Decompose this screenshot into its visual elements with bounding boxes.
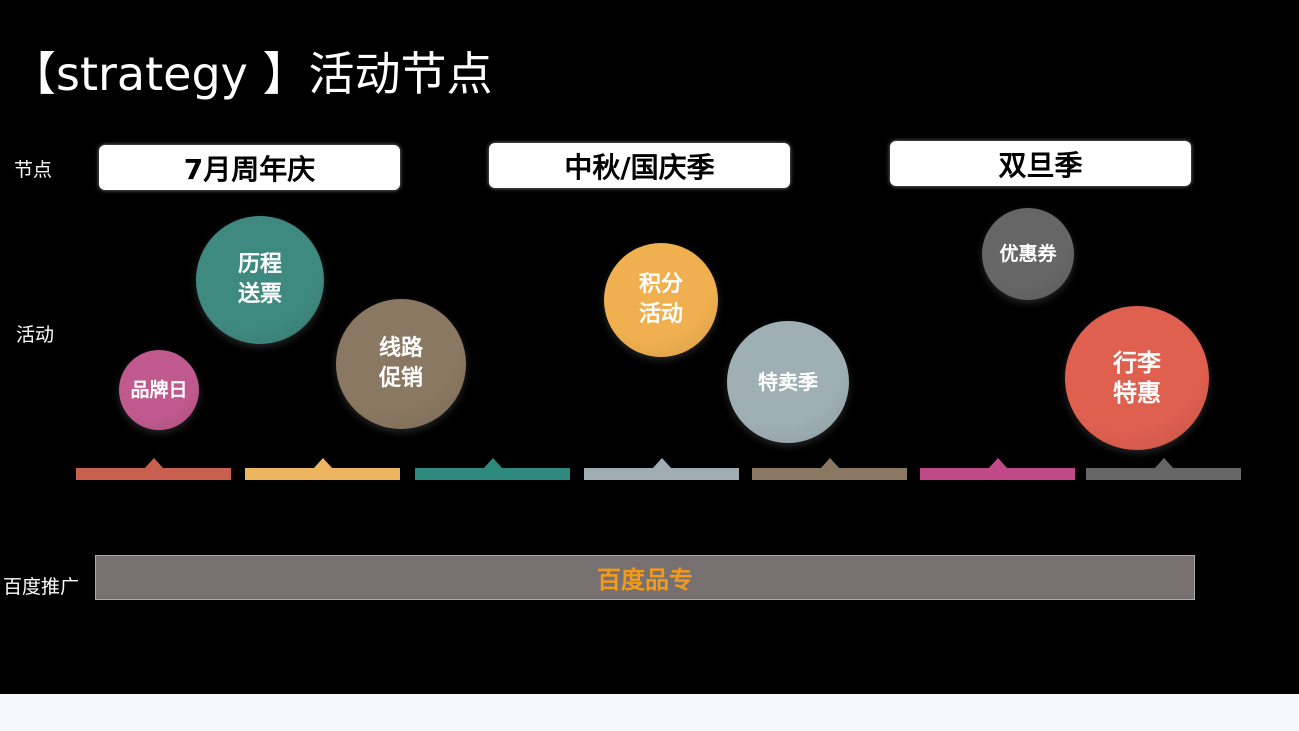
activity-circle: 行李 特惠 — [1065, 306, 1209, 450]
row-label-promotion: 百度推广 — [3, 576, 80, 598]
row-label-activities: 活动 — [16, 324, 55, 346]
node-christmas-newyear: 双旦季 — [890, 141, 1191, 186]
row-label-nodes: 节点 — [14, 159, 53, 181]
bottom-strip — [0, 694, 1299, 731]
timeline-segment — [584, 468, 739, 480]
activity-label: 优惠券 — [999, 243, 1057, 265]
activity-label: 线路 促销 — [378, 336, 423, 391]
timeline-marker — [819, 458, 840, 469]
timeline-marker — [651, 458, 672, 469]
timeline-marker — [312, 458, 333, 469]
timeline-segment — [920, 468, 1075, 480]
promotion-bar-label: 百度品专 — [597, 566, 693, 594]
activity-circle: 积分 活动 — [604, 243, 718, 357]
timeline-segment — [1086, 468, 1241, 480]
activity-circle: 品牌日 — [119, 350, 199, 430]
activity-circle: 优惠券 — [982, 208, 1074, 300]
timeline-segment — [76, 468, 231, 480]
activity-circle: 线路 促销 — [336, 299, 466, 429]
activity-circle: 特卖季 — [727, 321, 849, 443]
node-midautumn-nationalday: 中秋/国庆季 — [489, 143, 790, 188]
timeline-marker — [987, 458, 1008, 469]
timeline-segment — [752, 468, 907, 480]
activity-label: 积分 活动 — [638, 272, 683, 327]
promotion-bar: 百度品专 — [95, 555, 1195, 600]
timeline-segment — [245, 468, 400, 480]
timeline-marker — [143, 458, 164, 469]
activity-label: 品牌日 — [130, 379, 188, 401]
timeline-marker — [1153, 458, 1174, 469]
timeline-marker — [482, 458, 503, 469]
activity-label: 历程 送票 — [237, 252, 282, 307]
page-title: 【strategy 】活动节点 — [10, 47, 493, 101]
activity-circle: 历程 送票 — [196, 216, 324, 344]
node-anniversary: 7月周年庆 — [99, 145, 400, 190]
timeline-segment — [415, 468, 570, 480]
activity-label: 特卖季 — [758, 370, 818, 394]
activity-label: 行李 特惠 — [1113, 349, 1161, 407]
